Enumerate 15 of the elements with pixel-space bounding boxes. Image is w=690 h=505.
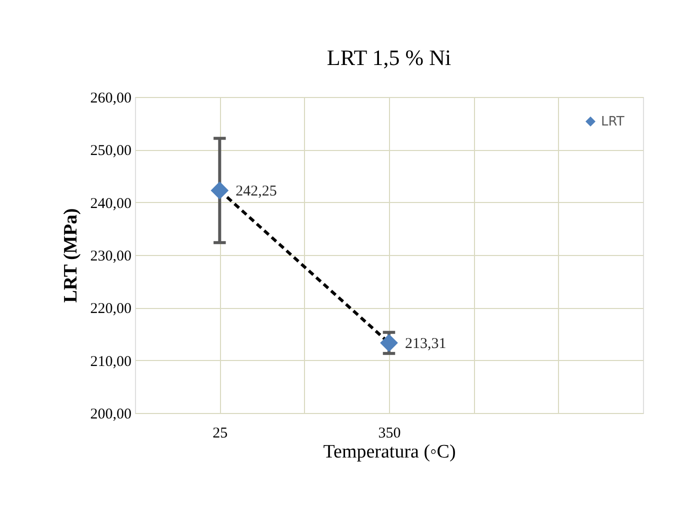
y-tick-label: 200,00 <box>90 406 132 422</box>
data-label: 242,25 <box>236 183 277 200</box>
y-axis-title: LRT (MPa) <box>60 208 82 303</box>
x-axis-title: Temperatura (◦C) <box>323 442 456 462</box>
data-label: 213,31 <box>405 336 446 352</box>
y-tick-label: 260,00 <box>90 90 132 106</box>
y-tick-label: 230,00 <box>90 248 132 264</box>
chart-title: LRT 1,5 % Ni <box>326 45 452 70</box>
legend-label: LRT <box>601 114 624 130</box>
x-tick-label: 350 <box>378 426 401 442</box>
x-tick-label: 25 <box>212 426 228 442</box>
y-tick-label: 250,00 <box>90 143 132 160</box>
y-tick-label: 210,00 <box>90 354 132 370</box>
y-tick-label: 220,00 <box>90 301 132 318</box>
y-tick-label: 240,00 <box>90 196 132 212</box>
